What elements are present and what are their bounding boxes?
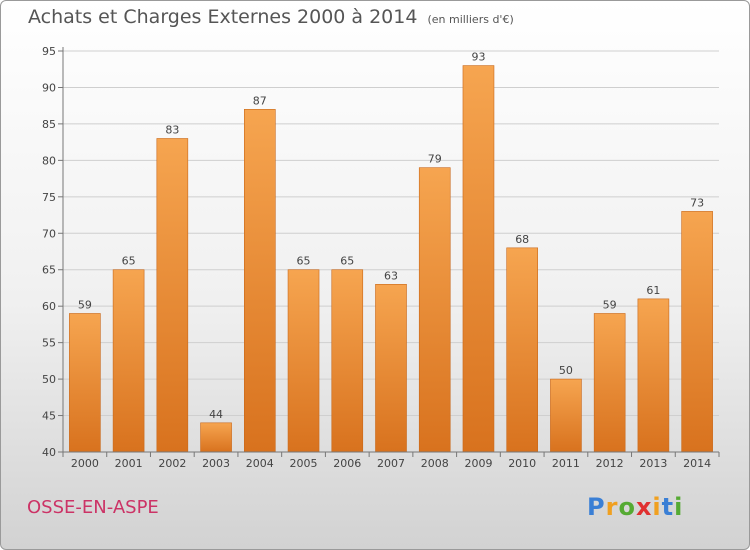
x-tick-label: 2005 [290,457,318,470]
title-text: Achats et Charges Externes 2000 à 2014 [28,6,418,28]
logo-letter: P [587,493,606,521]
data-label: 61 [646,284,660,297]
data-label: 63 [384,269,398,282]
data-label: 65 [297,255,311,268]
data-label: 83 [165,123,179,136]
y-tick-label: 40 [42,446,56,459]
y-tick-label: 55 [42,337,56,350]
y-tick-label: 85 [42,118,56,131]
logo-letter: i [652,493,662,521]
logo-letter: o [618,493,636,521]
x-tick-label: 2007 [377,457,405,470]
y-tick-label: 80 [42,154,56,167]
x-tick-label: 2014 [683,457,711,470]
bar [156,138,189,453]
data-label: 79 [428,153,442,166]
y-tick-label: 95 [42,45,56,58]
bar [418,167,451,453]
data-label: 65 [122,255,136,268]
bar [112,269,145,453]
commune-name: OSSE-EN-ASPE [27,497,159,518]
x-tick-label: 2010 [508,457,536,470]
y-tick-label: 50 [42,373,56,386]
y-tick-label: 45 [42,410,56,423]
data-label: 50 [559,364,573,377]
value-labels: 59 65 83 44 87 65 65 63 79 93 68 50 59 61 73 [78,51,704,421]
bar [593,313,626,453]
bar [462,65,495,453]
logo-letter: x [635,493,653,521]
y-tick-label: 75 [42,191,56,204]
y-tick-label: 60 [42,300,56,313]
data-label: 73 [690,196,704,209]
axes: 40 45 50 55 60 65 70 75 80 85 90 95 2000 2001 2002 2003… [42,45,720,470]
y-tick-label: 70 [42,227,56,240]
data-label: 44 [209,408,223,421]
x-tick-label: 2013 [639,457,667,470]
x-tick-label: 2012 [596,457,624,470]
x-tick-label: 2003 [202,457,230,470]
bar [200,422,232,453]
logo-letter: r [605,493,619,521]
x-tick-label: 2002 [158,457,186,470]
data-label: 59 [78,298,92,311]
bars [69,65,713,453]
logo-letter: i [674,493,684,521]
bar [69,313,101,453]
data-label: 87 [253,94,267,107]
bar [506,247,539,453]
data-label: 93 [471,51,485,64]
y-tick-label: 65 [42,264,56,277]
y-tick-label: 90 [42,81,56,94]
data-label: 68 [515,233,529,246]
x-tick-label: 2008 [421,457,449,470]
x-tick-label: 2001 [115,457,143,470]
x-tick-label: 2004 [246,457,274,470]
data-label: 59 [603,298,617,311]
x-tick-label: 2009 [464,457,492,470]
chart-title: Achats et Charges Externes 2000 à 2014 (e… [28,6,514,28]
bar [375,284,407,453]
data-label: 65 [340,255,354,268]
bar [331,269,364,453]
bar [550,378,582,453]
bar [681,211,713,453]
chart-subtitle: (en milliers d'€) [427,13,514,26]
proxiti-logo: Proxiti [587,493,683,521]
x-tick-label: 2011 [552,457,580,470]
x-tick-label: 2006 [333,457,361,470]
logo-letter: t [661,493,675,521]
bar [287,269,320,453]
bar [637,298,670,453]
x-tick-label: 2000 [71,457,99,470]
bar [244,109,276,453]
